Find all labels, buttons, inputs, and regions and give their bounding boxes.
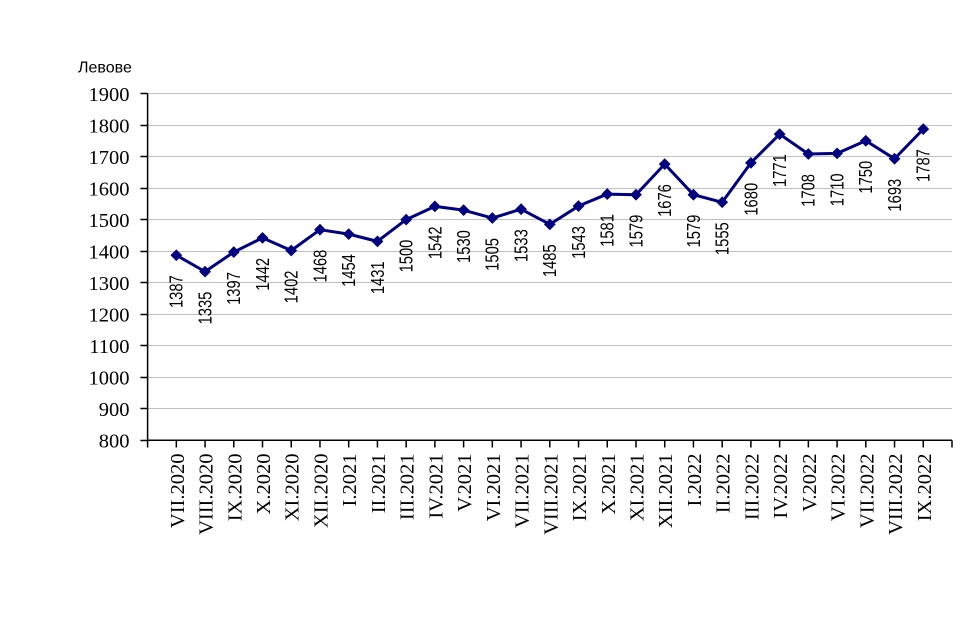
svg-text:1693: 1693 bbox=[885, 179, 905, 212]
svg-text:1533: 1533 bbox=[511, 229, 531, 262]
svg-text:1402: 1402 bbox=[282, 271, 302, 304]
svg-text:1505: 1505 bbox=[483, 238, 503, 271]
svg-text:1771: 1771 bbox=[770, 154, 790, 187]
svg-text:II.2022: II.2022 bbox=[713, 454, 735, 514]
svg-text:1485: 1485 bbox=[540, 244, 560, 277]
svg-text:1500: 1500 bbox=[89, 210, 130, 232]
svg-text:VI.2021: VI.2021 bbox=[483, 453, 505, 521]
svg-text:XI.2021: XI.2021 bbox=[626, 454, 648, 522]
svg-text:IX.2020: IX.2020 bbox=[224, 454, 246, 522]
svg-text:IX.2022: IX.2022 bbox=[914, 454, 936, 522]
svg-text:1700: 1700 bbox=[89, 147, 130, 169]
svg-text:1431: 1431 bbox=[368, 261, 388, 294]
svg-text:X.2020: X.2020 bbox=[253, 454, 275, 515]
svg-text:1530: 1530 bbox=[454, 230, 474, 263]
svg-text:III.2022: III.2022 bbox=[741, 454, 763, 521]
svg-text:1100: 1100 bbox=[89, 336, 129, 358]
svg-text:800: 800 bbox=[99, 431, 130, 453]
svg-text:1579: 1579 bbox=[626, 215, 646, 248]
svg-text:1710: 1710 bbox=[827, 173, 847, 206]
svg-text:1543: 1543 bbox=[569, 226, 589, 259]
svg-text:1387: 1387 bbox=[167, 275, 187, 308]
svg-text:II.2021: II.2021 bbox=[368, 454, 390, 514]
svg-text:1555: 1555 bbox=[713, 222, 733, 255]
svg-text:1542: 1542 bbox=[425, 226, 445, 259]
svg-text:1454: 1454 bbox=[339, 254, 359, 287]
svg-text:1200: 1200 bbox=[89, 305, 130, 327]
svg-text:1000: 1000 bbox=[89, 368, 130, 390]
svg-text:VIII.2022: VIII.2022 bbox=[885, 454, 907, 535]
svg-text:IX.2021: IX.2021 bbox=[569, 454, 591, 522]
svg-text:1579: 1579 bbox=[684, 215, 704, 248]
svg-text:1442: 1442 bbox=[253, 258, 273, 291]
svg-text:1787: 1787 bbox=[914, 149, 934, 182]
svg-text:VII.2022: VII.2022 bbox=[856, 454, 878, 529]
svg-text:1680: 1680 bbox=[741, 183, 761, 216]
svg-text:VII.2020: VII.2020 bbox=[167, 454, 189, 529]
svg-text:XI.2020: XI.2020 bbox=[282, 454, 304, 522]
svg-text:VI.2022: VI.2022 bbox=[828, 454, 850, 522]
svg-text:XII.2020: XII.2020 bbox=[310, 454, 332, 529]
svg-text:1300: 1300 bbox=[89, 273, 130, 295]
svg-text:1676: 1676 bbox=[655, 184, 675, 217]
svg-text:Левове: Левове bbox=[78, 60, 132, 77]
svg-text:1581: 1581 bbox=[598, 214, 618, 247]
svg-text:1397: 1397 bbox=[224, 272, 244, 305]
svg-text:VIII.2020: VIII.2020 bbox=[196, 454, 218, 535]
svg-text:V.2022: V.2022 bbox=[799, 454, 821, 512]
svg-text:VII.2021: VII.2021 bbox=[512, 454, 534, 529]
svg-text:1468: 1468 bbox=[310, 250, 330, 283]
svg-text:I.2022: I.2022 bbox=[684, 454, 706, 507]
svg-text:1400: 1400 bbox=[89, 242, 130, 264]
svg-text:1600: 1600 bbox=[89, 178, 130, 200]
svg-text:1900: 1900 bbox=[89, 84, 130, 106]
svg-text:1750: 1750 bbox=[856, 161, 876, 194]
svg-text:IV.2022: IV.2022 bbox=[770, 454, 792, 519]
svg-text:1500: 1500 bbox=[397, 240, 417, 273]
svg-text:1800: 1800 bbox=[89, 115, 130, 137]
svg-text:1708: 1708 bbox=[799, 174, 819, 207]
svg-text:III.2021: III.2021 bbox=[397, 454, 419, 521]
svg-text:VIII.2021: VIII.2021 bbox=[540, 454, 562, 535]
svg-text:I.2021: I.2021 bbox=[339, 454, 361, 507]
svg-text:IV.2021: IV.2021 bbox=[425, 454, 447, 519]
svg-text:900: 900 bbox=[99, 399, 130, 421]
svg-text:X.2021: X.2021 bbox=[598, 454, 620, 515]
svg-text:1335: 1335 bbox=[195, 292, 215, 325]
svg-text:V.2021: V.2021 bbox=[454, 454, 476, 512]
svg-text:XII.2021: XII.2021 bbox=[655, 454, 677, 529]
